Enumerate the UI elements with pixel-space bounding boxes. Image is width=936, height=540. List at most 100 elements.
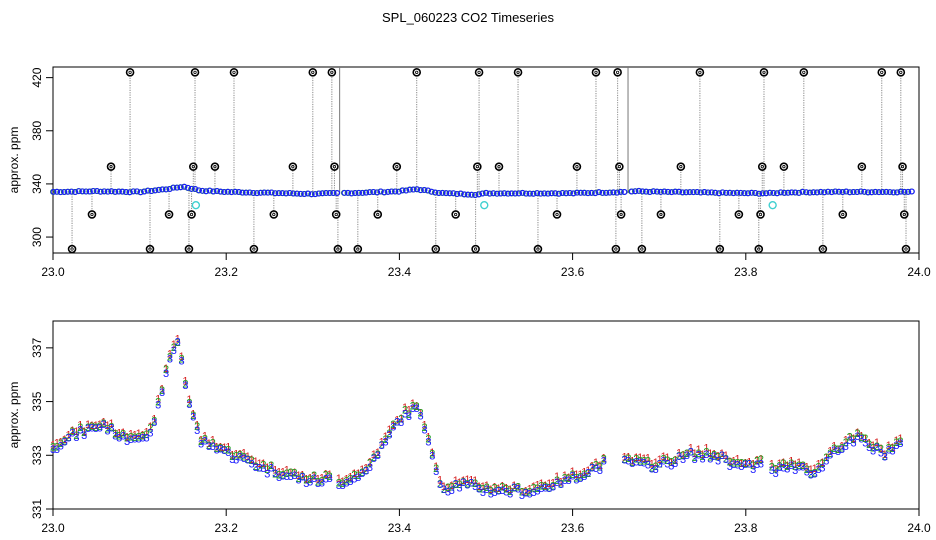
- digit-marker-1: 1: [570, 466, 576, 478]
- x-tick-label: 23.8: [734, 265, 758, 279]
- digit-marker-2: 2: [696, 448, 702, 460]
- outlier-point: [184, 244, 194, 254]
- outlier-point: [513, 68, 523, 77]
- baseline-point-blue: [639, 188, 646, 195]
- digit-marker-2: 2: [699, 451, 705, 463]
- digit-marker-3: 3: [629, 458, 635, 470]
- digit-marker-1: 1: [179, 351, 185, 363]
- digit-marker-2: 2: [190, 410, 196, 422]
- digit-marker-1: 1: [210, 434, 216, 446]
- outlier-point-inner: [821, 247, 825, 251]
- baseline-point-blue: [381, 189, 388, 196]
- baseline-point-blue: [246, 189, 253, 196]
- digit-marker-3: 3: [746, 459, 752, 471]
- outlier-connectors: [71, 72, 907, 250]
- baseline-point-blue: [887, 189, 894, 196]
- digit-marker-3: 3: [54, 444, 60, 456]
- digit-marker-2: 2: [319, 476, 325, 488]
- digit-marker-2: 2: [727, 457, 733, 469]
- digit-marker-1: 1: [186, 394, 192, 406]
- digit-marker-1: 1: [581, 466, 587, 478]
- baseline-point-blue: [457, 190, 464, 197]
- digit-marker-1: 1: [81, 426, 87, 438]
- x-tick-label: 23.4: [388, 521, 412, 535]
- digit-marker-3: 3: [882, 451, 888, 463]
- digit-marker-1: 1: [866, 437, 872, 449]
- digit-marker-2: 2: [538, 480, 544, 492]
- y-tick-label: 380: [30, 120, 44, 140]
- digit-marker-2: 2: [676, 450, 682, 462]
- baseline-point-blue: [199, 187, 206, 194]
- baseline-point-blue: [170, 184, 177, 191]
- baseline-point-blue: [803, 189, 810, 196]
- digit-marker-3: 3: [542, 483, 548, 495]
- baseline-point-blue: [661, 188, 668, 195]
- baseline-point-blue: [541, 190, 548, 197]
- digit-marker-3: 3: [445, 486, 451, 498]
- baseline-point-blue: [508, 190, 515, 197]
- digit-marker-3: 3: [175, 337, 181, 349]
- baseline-point-blue: [155, 186, 162, 193]
- baseline-point-blue: [261, 189, 268, 196]
- digit-marker-1: 1: [347, 471, 353, 483]
- outlier-point-inner: [614, 247, 618, 251]
- baseline-point-blue: [883, 188, 890, 195]
- digit-marker-2: 2: [288, 467, 294, 479]
- digit-marker-1: 1: [715, 450, 721, 462]
- baseline-point-blue: [192, 186, 199, 193]
- digit-marker-1: 1: [272, 464, 278, 476]
- digit-marker-2: 2: [202, 434, 208, 446]
- outlier-point: [611, 244, 621, 254]
- digit-marker-1: 1: [406, 404, 412, 416]
- digit-marker-3: 3: [657, 459, 663, 471]
- baseline-point-blue: [563, 190, 570, 197]
- baseline-point-blue: [868, 189, 875, 196]
- baseline-point-blue: [83, 188, 90, 195]
- baseline-point-blue: [865, 189, 872, 196]
- digit-marker-3: 3: [723, 454, 729, 466]
- digit-marker-3: 3: [218, 444, 224, 456]
- digit-marker-1: 1: [280, 467, 286, 479]
- baseline-point-blue: [850, 189, 857, 196]
- digit-marker-3: 3: [862, 437, 868, 449]
- baseline-point-blue: [446, 190, 453, 197]
- baseline-point-blue: [123, 189, 130, 196]
- baseline-point-blue: [294, 190, 301, 197]
- baseline-point-blue: [494, 190, 501, 197]
- digit-marker-3: 3: [796, 462, 802, 474]
- digit-marker-1: 1: [808, 464, 814, 476]
- baseline-point-blue: [581, 189, 588, 196]
- baseline-point-blue: [647, 189, 654, 196]
- baseline-point-blue: [861, 188, 868, 195]
- baseline-point-blue: [490, 190, 497, 197]
- digit-marker-1: 1: [375, 447, 381, 459]
- digit-marker-1: 1: [355, 468, 361, 480]
- digit-marker-3: 3: [186, 399, 192, 411]
- digit-marker-3: 3: [85, 423, 91, 435]
- outlier-point-inner: [617, 165, 621, 169]
- digit-marker-1: 1: [499, 481, 505, 493]
- digit-marker-1: 1: [363, 463, 369, 475]
- digit-marker-2: 2: [355, 470, 361, 482]
- digit-marker-3: 3: [355, 472, 361, 484]
- outlier-point-inner: [782, 165, 786, 169]
- digit-marker-1: 1: [589, 461, 595, 473]
- baseline-point-blue: [759, 190, 766, 197]
- baseline-point-blue: [897, 188, 904, 195]
- digit-marker-3: 3: [573, 475, 579, 487]
- digit-marker-1: 1: [773, 463, 779, 475]
- digit-marker-3: 3: [672, 458, 678, 470]
- y-tick-label: 420: [30, 67, 44, 87]
- digit-marker-2: 2: [351, 470, 357, 482]
- baseline-point-blue: [745, 190, 752, 197]
- outlier-point-inner: [758, 212, 763, 217]
- baseline-point-blue: [854, 188, 861, 195]
- digit-marker-1: 1: [256, 458, 262, 470]
- digit-marker-3: 3: [633, 456, 639, 468]
- digit-marker-1: 1: [371, 449, 377, 461]
- digit-marker-3: 3: [890, 445, 896, 457]
- baseline-point-blue: [316, 190, 323, 197]
- baseline-point-blue: [825, 188, 832, 195]
- digit-marker-2: 2: [890, 443, 896, 455]
- digit-marker-2: 2: [854, 428, 860, 440]
